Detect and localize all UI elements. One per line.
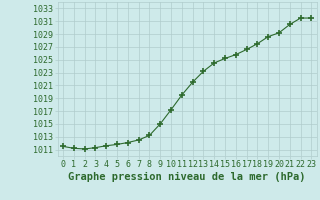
X-axis label: Graphe pression niveau de la mer (hPa): Graphe pression niveau de la mer (hPa) xyxy=(68,172,306,182)
